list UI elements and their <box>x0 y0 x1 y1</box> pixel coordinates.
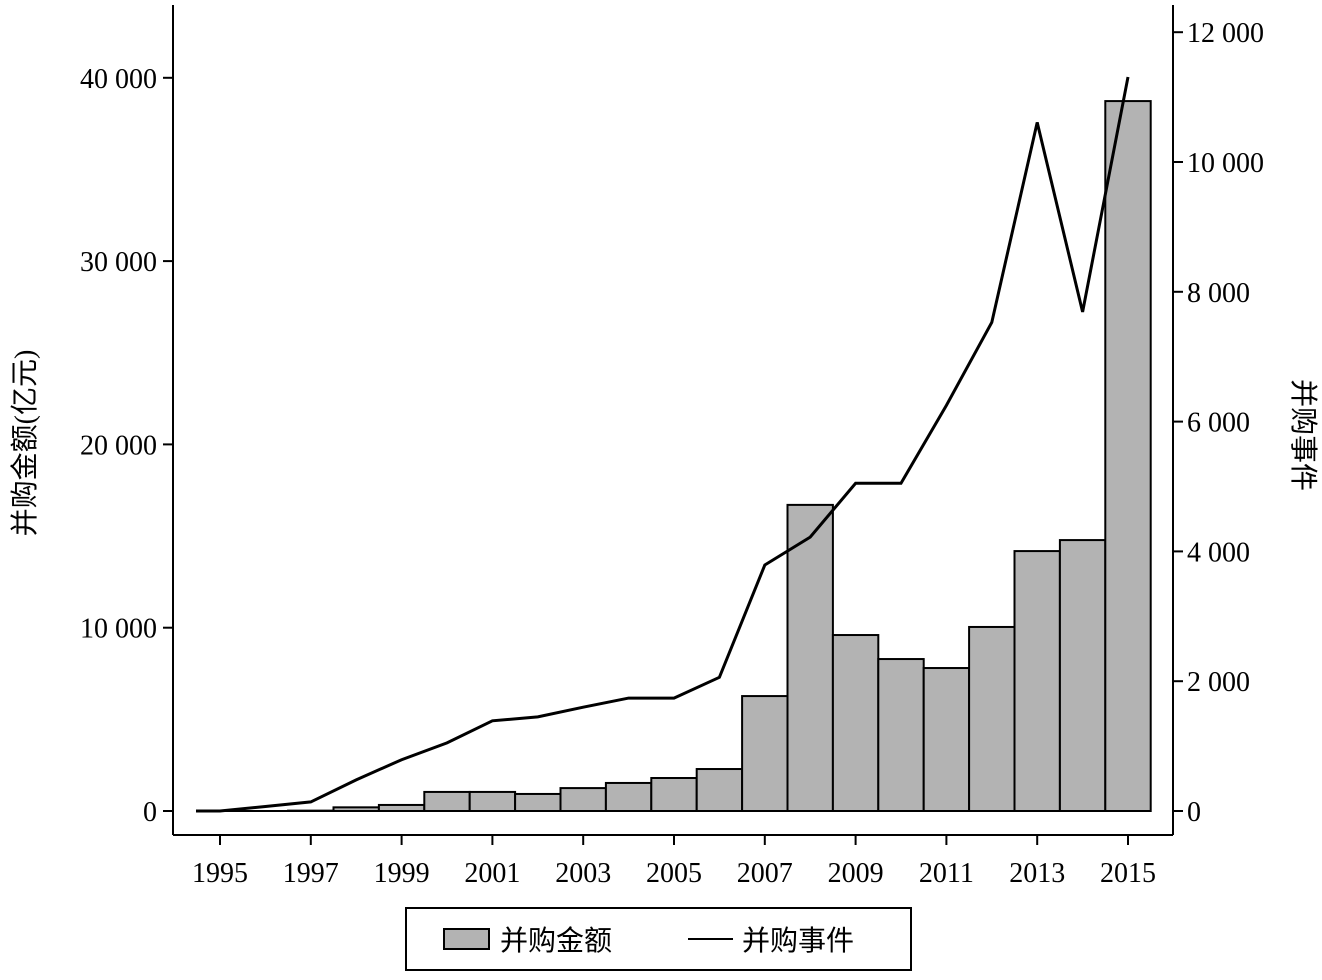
bars <box>196 101 1151 811</box>
bar-2002 <box>515 794 560 811</box>
x-tick-label: 1995 <box>192 858 248 889</box>
x-tick-label: 2013 <box>1009 858 1065 889</box>
bar-2005 <box>651 778 696 811</box>
right-tick-label: 8 000 <box>1187 278 1250 309</box>
bar-2013 <box>1015 551 1060 811</box>
x-tick-label: 1999 <box>374 858 430 889</box>
bar-2007 <box>742 696 787 811</box>
right-axis-label: 并购事件 <box>1287 379 1319 491</box>
bar-2000 <box>424 792 469 811</box>
right-tick-label: 12 000 <box>1187 18 1264 49</box>
bar-2015 <box>1105 101 1150 811</box>
right-tick-label: 4 000 <box>1187 537 1250 568</box>
left-tick-label: 0 <box>143 797 157 828</box>
bar-2014 <box>1060 540 1105 811</box>
bar-2003 <box>561 788 606 811</box>
bar-2004 <box>606 783 651 811</box>
legend-line-label: 并购事件 <box>742 925 854 957</box>
left-tick-label: 10 000 <box>80 614 157 645</box>
x-tick-label: 2007 <box>737 858 793 889</box>
x-tick-label: 2009 <box>828 858 884 889</box>
right-tick-label: 2 000 <box>1187 667 1250 698</box>
legend: 并购金额 并购事件 <box>406 908 911 970</box>
bar-2012 <box>969 627 1014 811</box>
legend-bar-label: 并购金额 <box>500 925 612 957</box>
bar-2009 <box>833 635 878 811</box>
left-tick-label: 40 000 <box>80 64 157 95</box>
right-tick-label: 0 <box>1187 797 1201 828</box>
right-tick-label: 10 000 <box>1187 148 1264 179</box>
left-tick-label: 30 000 <box>80 247 157 278</box>
x-tick-label: 2011 <box>919 858 974 889</box>
bar-2008 <box>788 505 833 811</box>
x-tick-label: 2003 <box>555 858 611 889</box>
bar-2011 <box>924 668 969 811</box>
bar-2010 <box>878 659 923 811</box>
left-tick-label: 20 000 <box>80 430 157 461</box>
bar-2001 <box>470 792 515 811</box>
x-tick-label: 2005 <box>646 858 702 889</box>
x-tick-label: 2001 <box>464 858 520 889</box>
x-tick-label: 2015 <box>1100 858 1156 889</box>
x-tick-label: 1997 <box>283 858 339 889</box>
legend-bar-swatch <box>444 929 489 949</box>
bar-2006 <box>697 769 742 811</box>
right-tick-label: 6 000 <box>1187 408 1250 439</box>
left-axis-label: 并购金额(亿元) <box>9 350 41 537</box>
